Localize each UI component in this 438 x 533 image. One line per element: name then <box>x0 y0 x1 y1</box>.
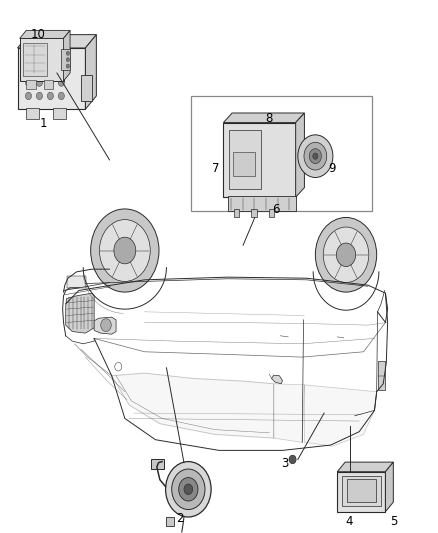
Circle shape <box>304 142 327 170</box>
Circle shape <box>114 237 136 264</box>
Circle shape <box>336 243 356 266</box>
Polygon shape <box>337 462 393 472</box>
Text: 7: 7 <box>212 162 220 175</box>
Circle shape <box>25 66 32 73</box>
Bar <box>166 517 174 526</box>
Circle shape <box>184 484 193 495</box>
Text: 9: 9 <box>328 162 336 175</box>
Bar <box>233 152 255 176</box>
Circle shape <box>166 462 211 517</box>
Circle shape <box>179 478 198 501</box>
Text: 3: 3 <box>281 457 288 470</box>
Circle shape <box>289 455 296 464</box>
Circle shape <box>36 66 42 73</box>
Bar <box>234 209 239 217</box>
Bar <box>26 108 39 119</box>
Circle shape <box>36 92 42 100</box>
Bar <box>337 472 385 512</box>
Polygon shape <box>304 385 377 446</box>
Circle shape <box>91 209 159 292</box>
Circle shape <box>315 217 377 292</box>
Circle shape <box>66 51 70 55</box>
Polygon shape <box>274 384 304 442</box>
Text: 4: 4 <box>346 515 353 528</box>
Bar <box>20 38 64 81</box>
Circle shape <box>298 135 333 177</box>
Bar <box>44 80 53 89</box>
Circle shape <box>66 64 70 68</box>
Bar <box>347 479 376 502</box>
Bar <box>23 43 47 76</box>
Text: 2: 2 <box>176 512 184 524</box>
Circle shape <box>47 79 53 86</box>
Text: 10: 10 <box>31 28 46 41</box>
Circle shape <box>36 79 42 86</box>
Text: 6: 6 <box>272 203 280 216</box>
Circle shape <box>47 66 53 73</box>
Circle shape <box>58 92 64 100</box>
Circle shape <box>323 227 369 282</box>
Polygon shape <box>272 375 283 384</box>
Circle shape <box>66 58 70 62</box>
Bar <box>67 276 86 288</box>
Bar <box>251 209 257 217</box>
Text: 5: 5 <box>390 515 397 528</box>
Polygon shape <box>223 113 304 123</box>
Bar <box>26 80 36 89</box>
Polygon shape <box>112 373 274 438</box>
Bar <box>53 108 66 119</box>
Bar <box>191 96 372 211</box>
Bar <box>81 75 92 101</box>
Circle shape <box>313 153 318 159</box>
Circle shape <box>25 92 32 100</box>
Circle shape <box>47 92 53 100</box>
Polygon shape <box>385 462 393 512</box>
Circle shape <box>101 319 111 332</box>
Bar <box>229 130 261 189</box>
Circle shape <box>172 469 205 510</box>
Bar <box>61 49 70 70</box>
Polygon shape <box>64 30 70 81</box>
Circle shape <box>99 220 150 281</box>
Polygon shape <box>66 293 94 333</box>
Polygon shape <box>296 113 304 197</box>
Polygon shape <box>94 317 116 334</box>
Bar <box>223 123 296 197</box>
Bar <box>342 476 381 506</box>
Polygon shape <box>20 30 70 38</box>
Bar <box>228 196 296 211</box>
Circle shape <box>58 79 64 86</box>
Circle shape <box>58 66 64 73</box>
Polygon shape <box>18 35 96 48</box>
Text: 1: 1 <box>40 117 48 130</box>
Bar <box>151 459 164 469</box>
Polygon shape <box>85 35 96 109</box>
Text: 8: 8 <box>265 112 272 125</box>
Bar <box>378 361 385 390</box>
Bar <box>18 48 85 109</box>
Circle shape <box>309 149 321 164</box>
Bar <box>269 209 274 217</box>
Circle shape <box>25 79 32 86</box>
